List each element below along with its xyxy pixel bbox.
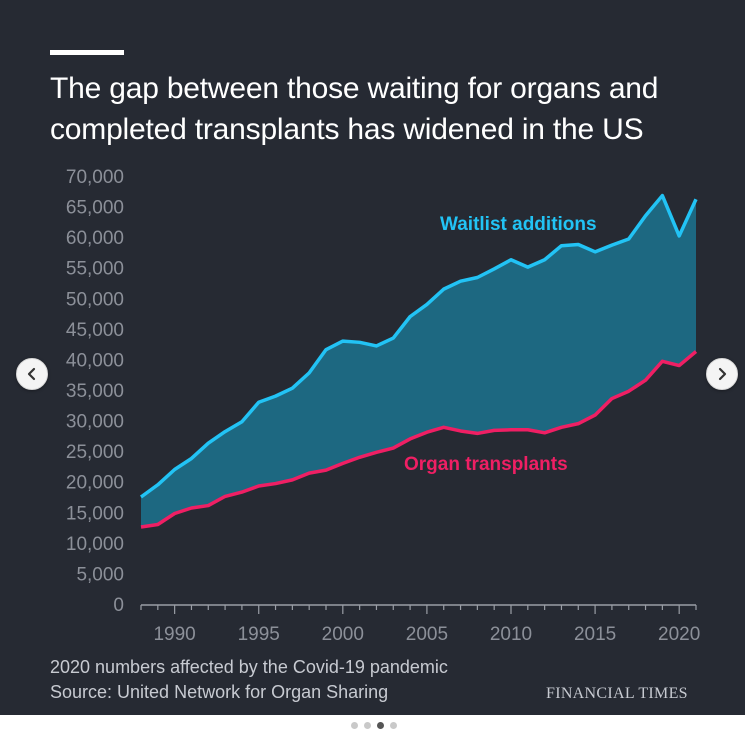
y-tick-label: 25,000 — [66, 442, 124, 463]
transplants-label: Organ transplants — [404, 454, 568, 475]
waitlist-label: Waitlist additions — [440, 214, 597, 235]
next-slide-button[interactable] — [706, 358, 738, 390]
transplants-line — [140, 350, 698, 529]
carousel-dot[interactable] — [377, 722, 384, 729]
carousel-dot[interactable] — [351, 722, 358, 729]
carousel-dots — [351, 722, 397, 729]
y-tick-label: 5,000 — [76, 564, 124, 585]
x-tick-label: 2020 — [658, 624, 700, 645]
carousel-dot[interactable] — [390, 722, 397, 729]
x-tick-label: 1990 — [153, 624, 195, 645]
x-tick-label: 1995 — [238, 624, 280, 645]
carousel-dot[interactable] — [364, 722, 371, 729]
chart-title: The gap between those waiting for organs… — [50, 72, 659, 146]
y-tick-label: 70,000 — [66, 167, 124, 188]
previous-slide-button[interactable] — [16, 358, 48, 390]
x-tick-label: 2000 — [322, 624, 364, 645]
accent-bar — [50, 50, 124, 55]
y-tick-label: 50,000 — [66, 289, 124, 310]
waitlist-line — [139, 193, 698, 499]
y-tick-label: 40,000 — [66, 350, 124, 371]
x-tick-label: 2015 — [574, 624, 616, 645]
y-tick-label: 35,000 — [66, 381, 124, 402]
y-tick-label: 10,000 — [66, 534, 124, 555]
y-tick-label: 65,000 — [66, 198, 124, 219]
gap-area — [141, 195, 696, 527]
y-tick-label: 55,000 — [66, 259, 124, 280]
y-tick-label: 0 — [113, 595, 124, 616]
x-tick-label: 2010 — [490, 624, 532, 645]
y-tick-label: 45,000 — [66, 320, 124, 341]
y-tick-label: 15,000 — [66, 503, 124, 524]
y-tick-label: 20,000 — [66, 473, 124, 494]
chevron-left-icon — [27, 367, 36, 381]
brand-logo: FINANCIAL TIMES — [546, 685, 688, 702]
chart-svg: 0 5,000 10,000 15,000 20,000 25,000 30,000 35,0… — [66, 167, 700, 645]
y-tick-label: 30,000 — [66, 412, 124, 433]
source-note: Source: United Network for Organ Sharing — [50, 682, 389, 702]
footnote: 2020 numbers affected by the Covid-19 pa… — [50, 657, 448, 677]
y-tick-label: 60,000 — [66, 228, 124, 249]
x-tick-label: 2005 — [406, 624, 448, 645]
chevron-right-icon — [718, 367, 727, 381]
chart-card: The gap between those waiting for organs… — [0, 0, 745, 715]
